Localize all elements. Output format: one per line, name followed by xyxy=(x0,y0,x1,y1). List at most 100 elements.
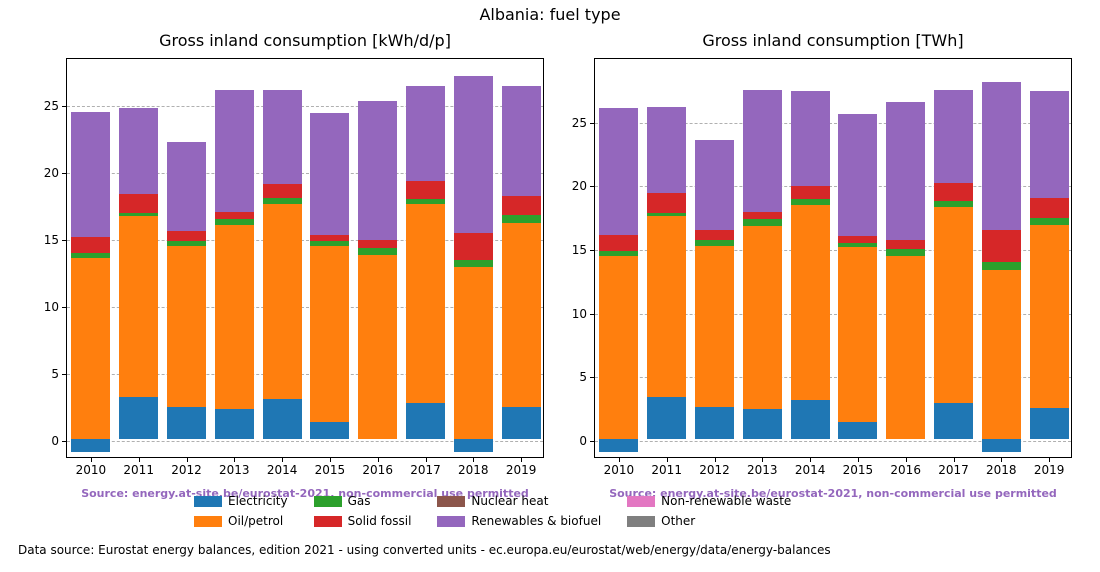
ytick-label: 15 xyxy=(44,233,59,247)
xtick-mark xyxy=(762,457,763,462)
bar-segment xyxy=(838,114,877,236)
xtick-mark xyxy=(1049,457,1050,462)
bar-column xyxy=(71,57,110,457)
ytick-label: 0 xyxy=(51,434,59,448)
bar-segment xyxy=(358,255,397,439)
bar-segment xyxy=(406,199,445,204)
ytick-mark xyxy=(590,250,595,251)
xtick-mark xyxy=(521,457,522,462)
bar-column xyxy=(982,57,1021,457)
legend-label: Non-renewable waste xyxy=(661,494,791,508)
bar-segment xyxy=(791,205,830,400)
xtick-label: 2018 xyxy=(986,463,1017,477)
ytick-mark xyxy=(590,123,595,124)
xtick-mark xyxy=(715,457,716,462)
bar-segment xyxy=(886,256,925,439)
bar-segment xyxy=(599,108,638,235)
legend-swatch xyxy=(314,496,342,507)
xtick-label: 2019 xyxy=(506,463,537,477)
bar-column xyxy=(358,57,397,457)
ytick-mark xyxy=(62,307,67,308)
bar-segment xyxy=(1030,225,1069,408)
xtick-mark xyxy=(810,457,811,462)
bar-segment xyxy=(215,409,254,439)
bar-column xyxy=(310,57,349,457)
ytick-mark xyxy=(590,441,595,442)
bar-segment xyxy=(743,90,782,212)
bar-segment xyxy=(1030,91,1069,198)
legend-swatch xyxy=(627,516,655,527)
bar-segment xyxy=(743,212,782,220)
ytick-label: 10 xyxy=(572,307,587,321)
bar-segment xyxy=(647,193,686,213)
xtick-mark xyxy=(330,457,331,462)
ytick-label: 25 xyxy=(572,116,587,130)
bar-segment xyxy=(838,247,877,422)
bar-column xyxy=(502,57,541,457)
xtick-mark xyxy=(858,457,859,462)
bar-segment xyxy=(454,260,493,267)
bar-segment xyxy=(406,86,445,181)
bar-segment xyxy=(886,240,925,248)
bar-column xyxy=(791,57,830,457)
bar-segment xyxy=(310,235,349,242)
bar-segment xyxy=(119,213,158,216)
bar-segment xyxy=(1030,218,1069,225)
axes-right-title: Gross inland consumption [TWh] xyxy=(595,31,1071,50)
xtick-label: 2013 xyxy=(219,463,250,477)
bar-column xyxy=(599,57,638,457)
xtick-mark xyxy=(906,457,907,462)
bar-segment xyxy=(167,246,206,407)
ytick-label: 10 xyxy=(44,300,59,314)
bar-segment xyxy=(215,219,254,225)
bar-segment xyxy=(358,101,397,240)
bar-segment xyxy=(599,256,638,439)
xtick-label: 2014 xyxy=(795,463,826,477)
bar-segment xyxy=(215,90,254,212)
legend: ElectricityOil/petrolGasSolid fossilNucl… xyxy=(194,493,954,531)
xtick-label: 2010 xyxy=(76,463,107,477)
bar-segment xyxy=(934,207,973,403)
bar-segment xyxy=(167,241,206,246)
bar-segment xyxy=(695,407,734,439)
xtick-mark xyxy=(667,457,668,462)
legend-item: Electricity xyxy=(194,493,288,509)
bar-segment xyxy=(838,236,877,243)
bar-segment xyxy=(934,90,973,184)
ytick-mark xyxy=(590,186,595,187)
bar-column xyxy=(454,57,493,457)
xtick-label: 2013 xyxy=(747,463,778,477)
xtick-label: 2017 xyxy=(410,463,441,477)
xtick-label: 2011 xyxy=(123,463,154,477)
bar-segment xyxy=(934,403,973,439)
bar-segment xyxy=(454,267,493,439)
ytick-label: 20 xyxy=(572,179,587,193)
legend-label: Solid fossil xyxy=(348,514,412,528)
bar-segment xyxy=(502,215,541,222)
bar-segment xyxy=(167,231,206,240)
bar-segment xyxy=(71,253,110,258)
bar-segment xyxy=(263,204,302,400)
bar-segment xyxy=(502,407,541,438)
bar-segment xyxy=(263,198,302,204)
bar-segment xyxy=(982,262,1021,270)
bar-segment xyxy=(695,246,734,407)
xtick-mark xyxy=(234,457,235,462)
ytick-label: 20 xyxy=(44,166,59,180)
ytick-label: 5 xyxy=(51,367,59,381)
ytick-label: 15 xyxy=(572,243,587,257)
bar-segment xyxy=(647,213,686,216)
legend-item: Nuclear heat xyxy=(437,493,601,509)
data-source-line: Data source: Eurostat energy balances, e… xyxy=(18,543,831,557)
bar-column xyxy=(934,57,973,457)
legend-swatch xyxy=(314,516,342,527)
bar-column xyxy=(886,57,925,457)
bar-segment xyxy=(647,216,686,397)
bar-segment xyxy=(71,112,110,237)
bar-column xyxy=(647,57,686,457)
legend-item: Gas xyxy=(314,493,412,509)
bar-segment xyxy=(886,249,925,256)
xtick-mark xyxy=(282,457,283,462)
bar-segment xyxy=(167,407,206,439)
bar-segment xyxy=(502,223,541,408)
